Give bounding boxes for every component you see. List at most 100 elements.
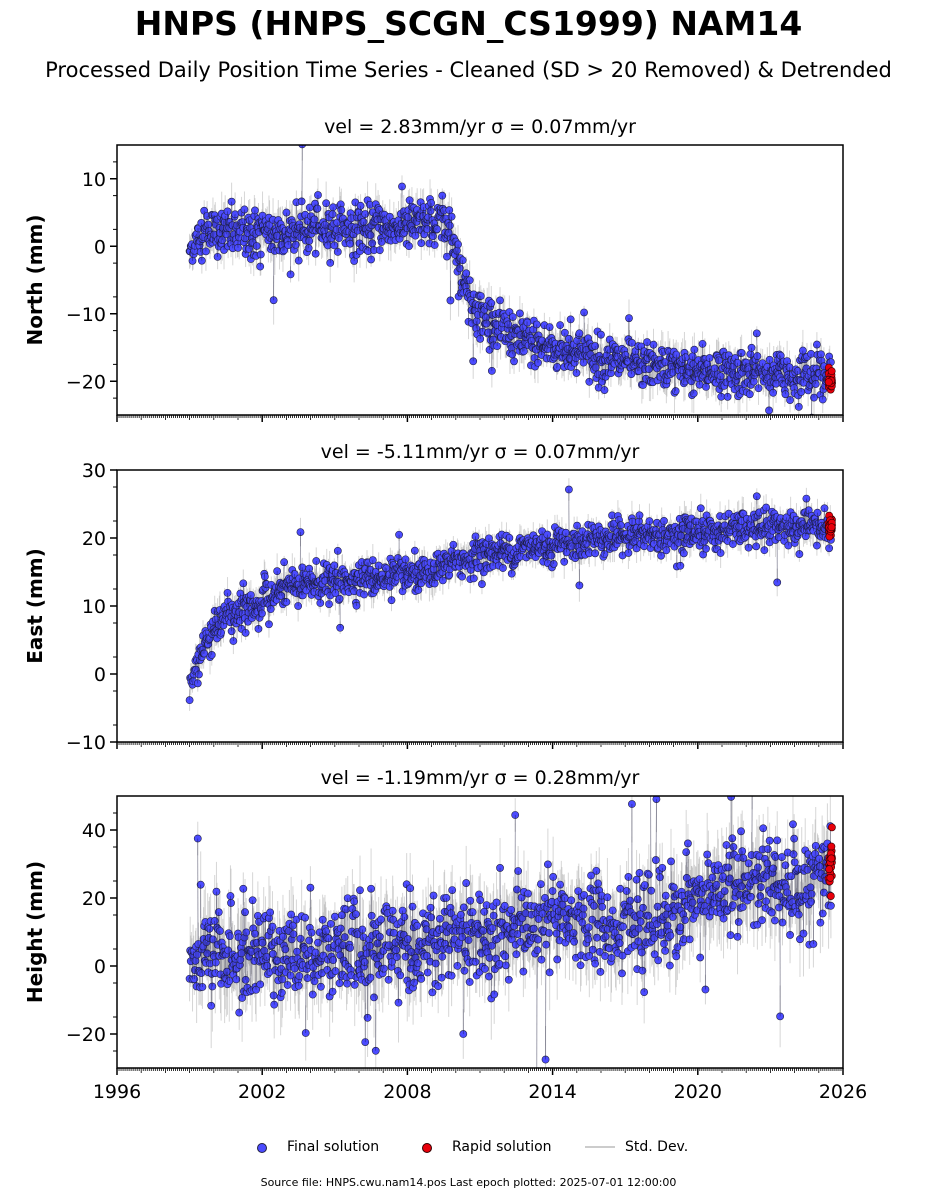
north-final-point: [493, 342, 502, 351]
height-final-point: [749, 769, 756, 776]
north-final-point: [532, 320, 541, 329]
north-final-points: [185, 145, 835, 415]
north-final-point: [310, 215, 319, 224]
north-final-point: [313, 204, 322, 213]
north-final-point: [714, 356, 723, 365]
height-rapid-point: [825, 865, 834, 874]
north-final-point: [597, 330, 605, 339]
north-final-point: [818, 395, 827, 404]
north-final-point: [333, 247, 342, 256]
north-final-point: [286, 270, 295, 279]
north-final-point: [269, 296, 278, 305]
final-solution-marker: [257, 1143, 267, 1153]
north-final-point: [455, 264, 464, 273]
north-final-point: [754, 384, 763, 393]
north-final-point: [752, 329, 761, 338]
north-final-point: [798, 346, 807, 355]
north-final-point: [398, 182, 406, 191]
east-ytick-label: 30: [82, 460, 106, 482]
north-final-point: [240, 205, 249, 214]
east-rapid-point: [827, 523, 836, 532]
north-final-point: [515, 309, 524, 318]
north-final-point: [426, 207, 435, 215]
north-final-point: [443, 252, 451, 261]
north-final-point: [575, 329, 584, 338]
north-ytick-label: 0: [94, 236, 106, 258]
north-final-point: [747, 343, 756, 352]
north-final-point: [591, 342, 600, 350]
north-rapid-points: [824, 363, 836, 394]
height-rapid-point: [826, 873, 835, 882]
north-final-point: [534, 358, 542, 367]
north-final-point: [579, 358, 588, 367]
height-rapid-point: [827, 854, 836, 863]
east-plot-area: [185, 478, 836, 711]
east-ylabel: East (mm): [23, 548, 47, 664]
north-final-point: [716, 372, 725, 381]
north-final-point: [644, 365, 653, 373]
north-final-point: [689, 389, 698, 398]
north-ylabel: North (mm): [23, 214, 47, 345]
north-final-point: [556, 321, 565, 330]
north-final-point: [433, 225, 441, 234]
north-final-point: [330, 241, 339, 250]
north-trace: [189, 145, 832, 415]
east-rapid-points: [824, 511, 836, 541]
north-final-point: [733, 358, 742, 367]
north-rapid-point: [824, 378, 833, 387]
north-final-point: [572, 369, 581, 377]
north-final-point: [305, 237, 314, 245]
height-xtick-label: 2014: [528, 1081, 576, 1103]
north-final-point: [427, 199, 436, 207]
north-final-point: [476, 292, 485, 300]
north-final-point: [218, 236, 227, 245]
north-final-point: [811, 380, 820, 388]
north-final-point: [311, 249, 320, 258]
north-final-point: [591, 363, 600, 372]
north-final-point: [600, 386, 609, 394]
height-panel: 40 20 0 −20 1996 2002 2008 2014 2020 2026 vel = -1…: [23, 767, 867, 1103]
north-final-point: [252, 242, 261, 250]
height-ytick-label: 20: [82, 888, 106, 910]
north-final-point: [496, 296, 504, 305]
north-final-point: [585, 377, 594, 386]
north-final-point: [672, 350, 681, 359]
height-rapid-point: [827, 842, 836, 851]
north-final-point: [793, 367, 802, 375]
north-final-point: [671, 387, 680, 395]
height-ylabel: Height (mm): [23, 861, 47, 1003]
north-final-point: [510, 357, 518, 366]
north-final-point: [465, 276, 474, 285]
height-ytick-label: 40: [82, 820, 106, 842]
north-final-point: [314, 191, 322, 199]
north-final-point: [737, 349, 746, 357]
height-xtick-label: 2008: [383, 1081, 431, 1103]
north-final-point: [566, 315, 575, 324]
north-final-point: [745, 390, 754, 399]
north-final-point: [417, 239, 426, 248]
north-final-point: [520, 347, 528, 356]
north-final-point: [446, 296, 455, 305]
north-final-point: [430, 241, 439, 249]
north-final-point: [698, 339, 707, 348]
north-final-point: [223, 207, 232, 216]
rapid-solution-marker: [422, 1143, 432, 1153]
height-final-point: [647, 771, 654, 778]
north-final-point: [705, 354, 714, 362]
north-final-point: [280, 246, 289, 255]
north-final-point: [504, 320, 513, 329]
north-final-point: [202, 247, 210, 256]
height-xtick-label: 2002: [238, 1081, 286, 1103]
height-xtick-label: 2026: [819, 1081, 867, 1103]
height-plot-area: [185, 769, 836, 1068]
north-final-point: [487, 366, 496, 375]
north-final-point: [564, 334, 573, 343]
std-dev-label: Std. Dev.: [625, 1139, 689, 1155]
north-final-point: [508, 313, 517, 321]
north-final-point: [411, 231, 420, 240]
north-final-point: [469, 357, 478, 366]
north-final-point: [794, 402, 803, 411]
east-ytick-label: 10: [82, 596, 106, 618]
north-final-point: [560, 328, 569, 337]
rapid-solution-label: Rapid solution: [452, 1139, 552, 1155]
